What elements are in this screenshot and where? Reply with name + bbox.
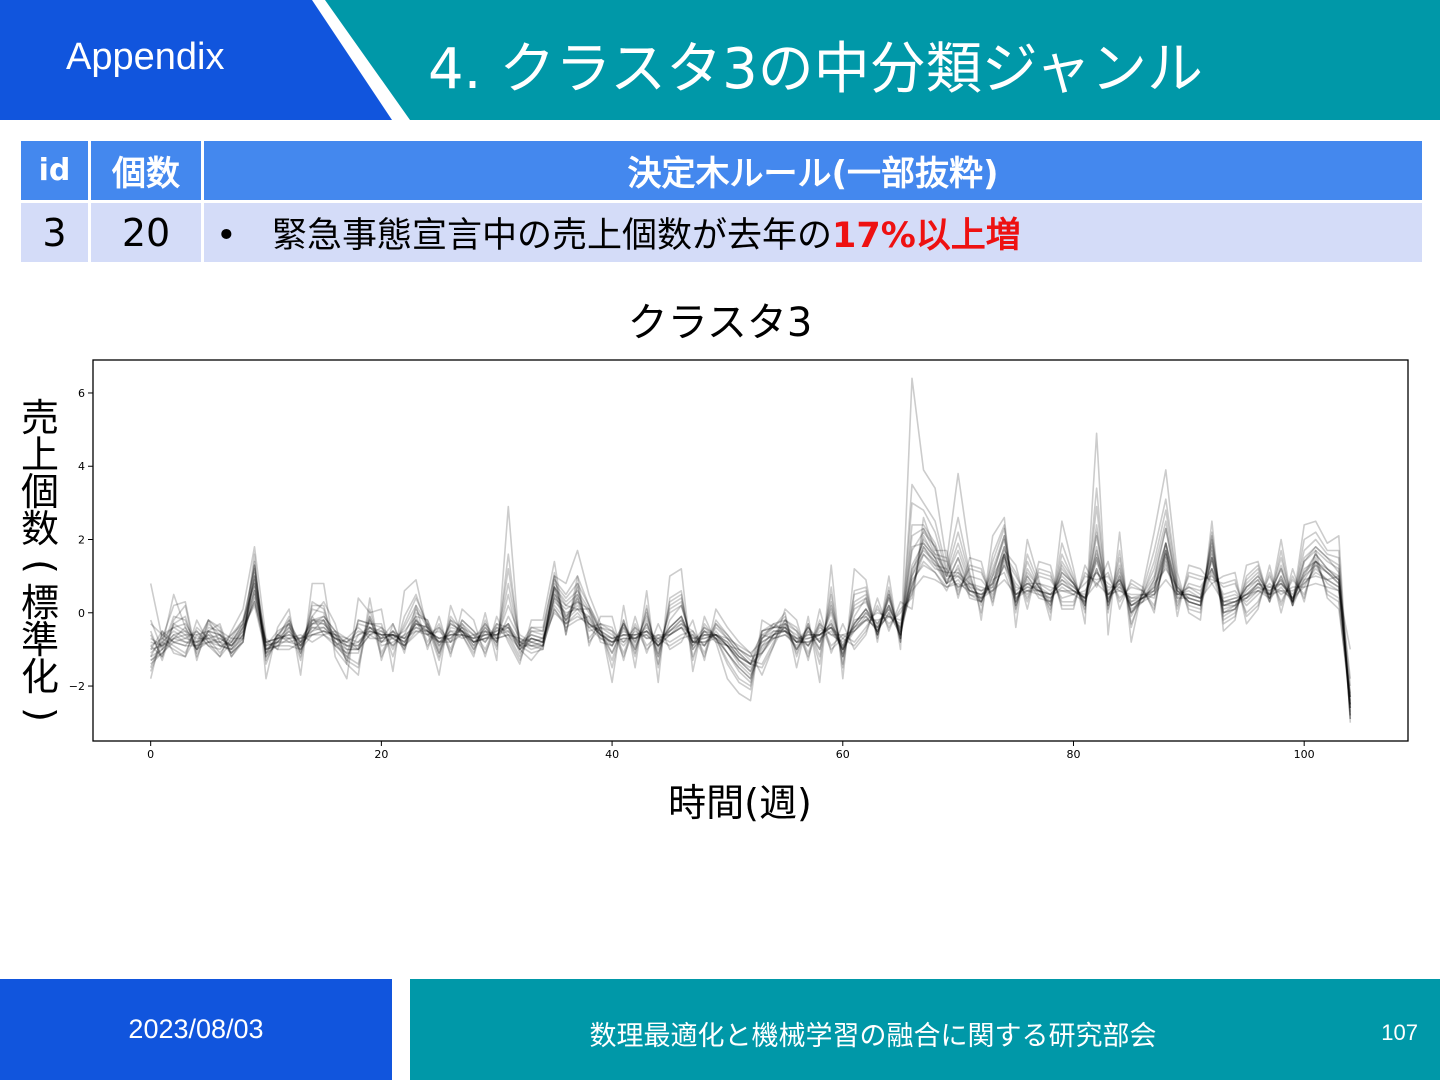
y-tick-label: 4 — [78, 460, 85, 473]
footer-date: 2023/08/03 — [128, 1014, 264, 1044]
footer-left-bar — [0, 979, 392, 1080]
y-tick-label: 2 — [78, 534, 85, 547]
x-tick-label: 60 — [836, 748, 850, 761]
x-tick-label: 20 — [374, 748, 388, 761]
section-label: Appendix — [66, 36, 225, 78]
series-line-20 — [150, 545, 1352, 705]
series-line-5 — [149, 502, 1352, 720]
chart-title: クラスタ3 — [627, 300, 813, 346]
series-line-1 — [150, 553, 1352, 694]
series-line-13 — [150, 542, 1352, 709]
bullet-icon: • — [216, 216, 237, 256]
table-header-row: id 個数 決定木ルール(一部抜粋) — [18, 138, 1425, 203]
line-chart: 0 20 40 60 80 100 −2 0 2 4 6 — [69, 359, 1409, 761]
series-line-15 — [149, 527, 1352, 709]
y-axis-label: 売上個数(標準化) — [18, 396, 63, 722]
x-tick-label: 40 — [605, 748, 619, 761]
rule-highlight: 17%以上増 — [832, 216, 1021, 256]
series-line-6 — [150, 575, 1352, 654]
page-number: 107 — [1381, 1020, 1418, 1045]
series-line-8 — [149, 520, 1352, 712]
x-tick-label: 0 — [147, 748, 154, 761]
header-count: 個数 — [88, 138, 204, 203]
y-tick-label: 6 — [78, 387, 85, 400]
series-line-3 — [150, 527, 1352, 716]
rule-text: 緊急事態宣言中の売上個数が去年の — [272, 216, 833, 256]
y-tick-label: 0 — [78, 607, 85, 620]
series-line-17 — [150, 560, 1352, 705]
cell-count: 20 — [88, 200, 204, 265]
header-bar — [0, 0, 1440, 120]
footer-right-bar — [410, 979, 1440, 1080]
series-line-11 — [149, 516, 1352, 698]
series-line-18 — [150, 527, 1352, 716]
footer-organization: 数理最適化と機械学習の融合に関する研究部会 — [589, 1021, 1157, 1052]
series-line-16 — [150, 542, 1352, 687]
series-line-14 — [150, 564, 1352, 679]
x-axis-label: 時間(週) — [668, 781, 812, 825]
slide-title: 4. クラスタ3の中分類ジャンル — [428, 37, 1203, 102]
series-line-7 — [149, 534, 1352, 705]
cell-rule: • 緊急事態宣言中の売上個数が去年の17%以上増 — [201, 200, 1425, 265]
header-id: id — [18, 138, 91, 203]
x-tick-label: 100 — [1294, 748, 1315, 761]
series-line-10 — [150, 549, 1352, 698]
rule-table: id 個数 決定木ルール(一部抜粋) 3 20 • 緊急事態宣言中の売上個数が去年… — [18, 138, 1425, 265]
series-line-19 — [150, 545, 1352, 698]
series-line-2 — [149, 377, 1352, 723]
cell-id: 3 — [18, 200, 91, 265]
series-line-4 — [149, 553, 1352, 701]
plot-frame — [92, 359, 1409, 742]
y-tick-label: −2 — [69, 680, 85, 693]
x-tick-label: 80 — [1066, 748, 1080, 761]
table-row: 3 20 • 緊急事態宣言中の売上個数が去年の17%以上増 — [18, 200, 1425, 265]
series-line-9 — [150, 538, 1352, 709]
series-line-12 — [149, 483, 1352, 720]
header-rule: 決定木ルール(一部抜粋) — [201, 138, 1425, 203]
header-background — [0, 0, 1440, 120]
